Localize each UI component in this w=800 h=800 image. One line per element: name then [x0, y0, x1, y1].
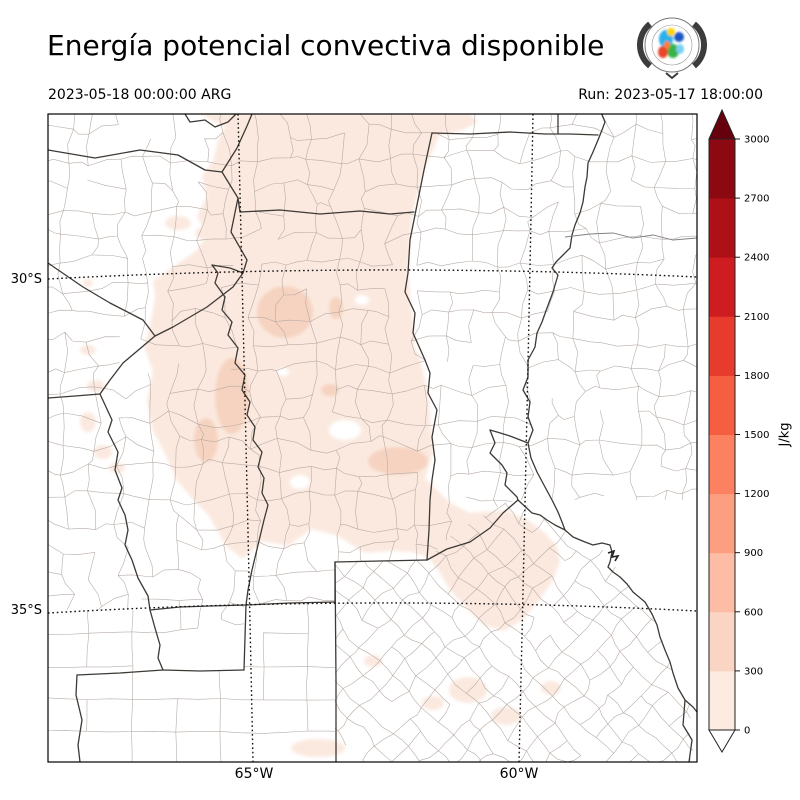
x-axis-tick-65w: 65°W [234, 766, 274, 782]
colorbar-bin [709, 434, 735, 495]
colorbar-bin [709, 139, 735, 199]
colorbar-over-arrow [708, 108, 736, 140]
gridline-65w [237, 114, 254, 762]
globe-emblem-icon [636, 17, 708, 80]
colorbar-bin [709, 257, 735, 317]
colorbar-under-arrow [708, 729, 736, 753]
colorbar-tick-label: 1800 [744, 371, 769, 382]
department-boundaries [48, 114, 697, 762]
gridline-60w [518, 114, 534, 762]
colorbar-tick-label: 2400 [744, 253, 769, 264]
colorbar-bin [709, 375, 735, 435]
y-axis-tick-30s: 30°S [10, 272, 42, 287]
run-time-label: Run: 2023-05-17 18:00:00 [578, 87, 763, 103]
valid-time-label: 2023-05-18 00:00:00 ARG [48, 87, 232, 103]
map-layers [48, 114, 697, 762]
colorbar-bin [709, 552, 735, 613]
colorbar-tick-label: 900 [744, 548, 763, 559]
colorbar-body [708, 108, 736, 753]
y-axis-tick-35s: 35°S [10, 603, 42, 618]
colorbar-unit-label: J/kg [777, 422, 793, 447]
map-frame [47, 113, 698, 763]
colorbar-tick-label: 300 [744, 666, 763, 677]
x-axis-tick-60w: 60°W [499, 766, 539, 782]
province-boundaries [48, 114, 697, 762]
graticule [48, 114, 697, 762]
colorbar-bin [709, 670, 735, 731]
colorbar-tick-label: 2700 [744, 194, 769, 205]
colorbar-bin [709, 198, 735, 258]
colorbar-tick-label: 1500 [744, 430, 769, 441]
colorbar-tick-label: 3000 [744, 135, 769, 146]
colorbar-tick-label: 1200 [744, 489, 769, 500]
colorbar-tick-label: 600 [744, 607, 763, 618]
colorbar-bin [709, 611, 735, 672]
colorbar-bin [709, 316, 735, 376]
colorbar-tick-label: 0 [744, 726, 750, 737]
wrf-users-group-logo: Grupo de Usuarios WRF [636, 10, 796, 82]
colorbar-bin [709, 493, 735, 554]
page-title: Energía potencial convectiva disponible [47, 29, 605, 62]
colorbar-tick-label: 2100 [744, 312, 769, 323]
